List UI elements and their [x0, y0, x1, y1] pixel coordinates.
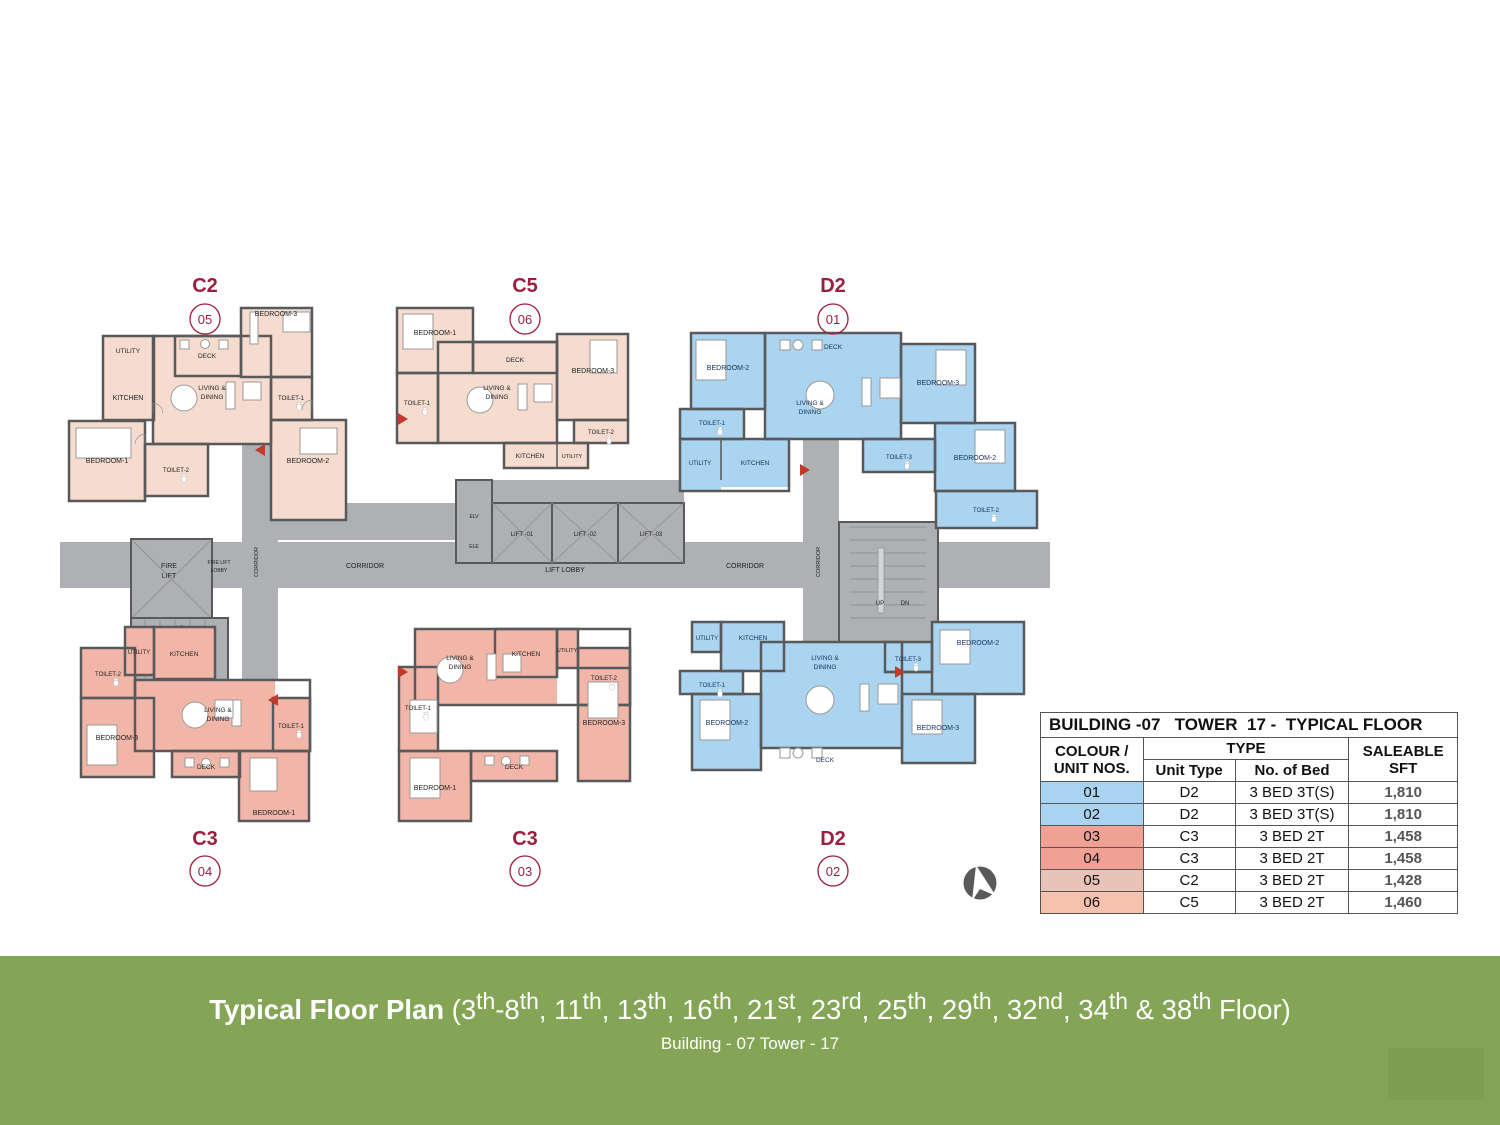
- svg-text:DECK: DECK: [197, 764, 216, 771]
- svg-text:KITCHEN: KITCHEN: [113, 395, 144, 402]
- svg-text:BEDROOM-1: BEDROOM-1: [86, 458, 129, 465]
- svg-text:LIVING &: LIVING &: [811, 655, 839, 662]
- svg-text:04: 04: [198, 864, 212, 879]
- svg-text:LOBBY: LOBBY: [211, 568, 228, 574]
- svg-text:D2: D2: [820, 275, 846, 297]
- svg-text:C2: C2: [192, 275, 218, 297]
- svg-text:LIFT -03: LIFT -03: [640, 532, 663, 538]
- svg-text:DINING: DINING: [814, 664, 837, 671]
- svg-text:BEDROOM-1: BEDROOM-1: [414, 785, 457, 792]
- svg-text:TOILET-1: TOILET-1: [404, 401, 431, 407]
- svg-text:TOILET-3: TOILET-3: [895, 657, 922, 663]
- svg-text:FIRE: FIRE: [161, 563, 177, 570]
- svg-text:CORRIDOR: CORRIDOR: [726, 563, 764, 570]
- svg-text:DINING: DINING: [486, 394, 509, 401]
- svg-text:BEDROOM-2: BEDROOM-2: [706, 720, 749, 727]
- svg-text:BEDROOM-3: BEDROOM-3: [917, 380, 960, 387]
- svg-text:BEDROOM-1: BEDROOM-1: [253, 810, 296, 817]
- svg-text:CORRIDOR: CORRIDOR: [346, 563, 384, 570]
- svg-text:TOILET-2: TOILET-2: [95, 672, 122, 678]
- svg-text:C3: C3: [192, 828, 218, 850]
- svg-text:UP: UP: [876, 601, 884, 607]
- svg-text:DINING: DINING: [207, 716, 230, 723]
- svg-text:ELE: ELE: [469, 544, 479, 550]
- svg-text:UTILITY: UTILITY: [696, 636, 718, 642]
- svg-text:BEDROOM-2: BEDROOM-2: [287, 458, 330, 465]
- svg-text:BEDROOM-3: BEDROOM-3: [917, 725, 960, 732]
- svg-text:TOILET-1: TOILET-1: [699, 683, 726, 689]
- svg-text:LIVING &: LIVING &: [483, 385, 511, 392]
- svg-text:D2: D2: [820, 828, 846, 850]
- svg-text:02: 02: [826, 864, 840, 879]
- svg-text:KITCHEN: KITCHEN: [516, 453, 545, 460]
- svg-text:UTILITY: UTILITY: [116, 348, 141, 355]
- svg-text:LIVING &: LIVING &: [446, 655, 474, 662]
- svg-text:BEDROOM-3: BEDROOM-3: [583, 720, 626, 727]
- svg-text:UTILITY: UTILITY: [128, 650, 150, 656]
- svg-text:ELV: ELV: [469, 514, 479, 520]
- svg-text:KITCHEN: KITCHEN: [739, 635, 768, 642]
- svg-text:TOILET-1: TOILET-1: [278, 396, 305, 402]
- svg-text:KITCHEN: KITCHEN: [512, 651, 541, 658]
- svg-text:DECK: DECK: [198, 353, 217, 360]
- svg-text:LIVING &: LIVING &: [204, 707, 232, 714]
- svg-text:LIFT LOBBY: LIFT LOBBY: [545, 567, 585, 574]
- svg-text:LIFT -01: LIFT -01: [511, 532, 534, 538]
- svg-text:TOILET-1: TOILET-1: [405, 706, 432, 712]
- svg-text:BEDROOM-1: BEDROOM-1: [414, 330, 457, 337]
- svg-text:01: 01: [826, 312, 840, 327]
- svg-text:C5: C5: [512, 275, 538, 297]
- svg-text:KITCHEN: KITCHEN: [741, 460, 770, 467]
- svg-text:CORRIDOR: CORRIDOR: [254, 547, 260, 577]
- svg-text:CORRIDOR: CORRIDOR: [816, 547, 822, 577]
- svg-text:DINING: DINING: [799, 409, 822, 416]
- svg-text:DECK: DECK: [506, 357, 525, 364]
- svg-text:LIVING &: LIVING &: [198, 385, 226, 392]
- svg-text:TOILET-1: TOILET-1: [278, 724, 305, 730]
- svg-text:DINING: DINING: [449, 664, 472, 671]
- svg-text:C3: C3: [512, 828, 538, 850]
- svg-text:DECK: DECK: [816, 757, 835, 764]
- svg-text:BEDROOM-2: BEDROOM-2: [957, 640, 1000, 647]
- svg-text:FIRE LIFT: FIRE LIFT: [207, 560, 230, 566]
- svg-text:UTILITY: UTILITY: [562, 454, 583, 460]
- svg-text:TOILET-2: TOILET-2: [588, 430, 615, 436]
- svg-text:UTILITY: UTILITY: [689, 461, 711, 467]
- svg-text:BEDROOM-2: BEDROOM-2: [707, 365, 750, 372]
- svg-text:TOILET-1: TOILET-1: [699, 421, 726, 427]
- svg-text:LIFT: LIFT: [162, 573, 177, 580]
- svg-text:BEDROOM-2: BEDROOM-2: [954, 455, 997, 462]
- svg-text:UTILITY: UTILITY: [557, 648, 578, 654]
- svg-text:DINING: DINING: [201, 394, 224, 401]
- svg-text:DN: DN: [901, 601, 910, 607]
- svg-text:TOILET-3: TOILET-3: [886, 455, 913, 461]
- svg-text:KITCHEN: KITCHEN: [170, 651, 199, 658]
- svg-text:TOILET-2: TOILET-2: [163, 468, 190, 474]
- svg-text:BEDROOM-3: BEDROOM-3: [572, 368, 615, 375]
- svg-text:BEDROOM-3: BEDROOM-3: [255, 311, 298, 318]
- svg-text:DECK: DECK: [505, 764, 524, 771]
- svg-text:BEDROOM-3: BEDROOM-3: [96, 735, 139, 742]
- svg-text:LIFT -02: LIFT -02: [574, 532, 597, 538]
- svg-text:TOILET-2: TOILET-2: [973, 508, 1000, 514]
- svg-text:05: 05: [198, 312, 212, 327]
- svg-text:TOILET-2: TOILET-2: [591, 676, 618, 682]
- svg-text:06: 06: [518, 312, 532, 327]
- svg-text:DECK: DECK: [824, 344, 843, 351]
- svg-text:LIVING &: LIVING &: [796, 400, 824, 407]
- svg-text:03: 03: [518, 864, 532, 879]
